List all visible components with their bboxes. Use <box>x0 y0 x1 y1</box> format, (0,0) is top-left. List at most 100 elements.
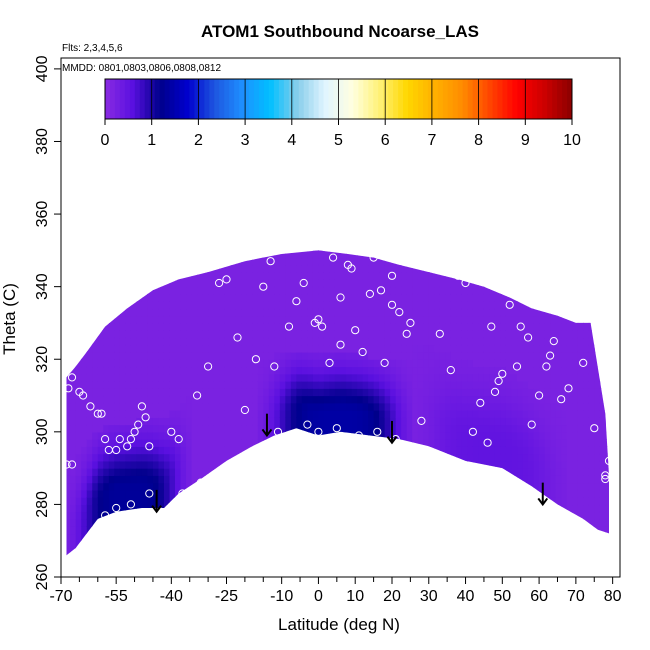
heatmap-cell <box>517 272 524 280</box>
heatmap-cell <box>539 555 545 563</box>
heatmap-cell <box>213 381 220 389</box>
heatmap-cell <box>108 475 115 484</box>
heatmap-cell <box>544 468 551 476</box>
heatmap-cell <box>379 337 386 346</box>
heatmap-cell <box>114 424 121 433</box>
heatmap-cell <box>461 468 468 476</box>
heatmap-cell <box>494 351 502 360</box>
heatmap-cell <box>434 446 441 455</box>
heatmap-cell <box>439 264 446 273</box>
heatmap-cell <box>103 344 110 353</box>
heatmap-cell <box>169 526 176 535</box>
heatmap-cell <box>312 279 320 288</box>
heatmap-cell <box>445 359 452 368</box>
heatmap-cell <box>566 446 573 455</box>
heatmap-cell <box>511 475 518 484</box>
heatmap-cell <box>379 431 386 440</box>
heatmap-cell <box>219 359 226 368</box>
heatmap-cell <box>539 475 546 484</box>
heatmap-cell <box>241 511 248 520</box>
heatmap-cell <box>108 482 115 491</box>
heatmap-cell <box>296 482 303 491</box>
heatmap-cell <box>461 497 468 506</box>
heatmap-cell <box>191 359 198 368</box>
heatmap-cell <box>136 250 143 259</box>
heatmap-cell <box>483 518 491 527</box>
heatmap-cell <box>290 417 297 426</box>
heatmap-cell <box>505 366 513 375</box>
heatmap-cell <box>489 279 496 288</box>
heatmap-cell <box>191 373 198 382</box>
heatmap-cell <box>158 293 165 302</box>
heatmap-cell <box>599 482 606 491</box>
heatmap-cell <box>544 272 551 280</box>
heatmap-cell <box>301 308 308 317</box>
colorbar-segment <box>323 79 330 119</box>
heatmap-cell <box>119 446 126 455</box>
heatmap-cell <box>108 315 115 324</box>
heatmap-cell <box>114 547 121 556</box>
heatmap-cell <box>583 344 590 353</box>
heatmap-cell <box>390 475 397 484</box>
heatmap-cell <box>450 504 457 513</box>
observation-point <box>112 503 121 513</box>
heatmap-cell <box>257 359 264 368</box>
heatmap-cell <box>268 330 275 339</box>
heatmap-cell <box>368 366 375 375</box>
heatmap-cell <box>583 482 590 491</box>
heatmap-cell <box>252 402 259 411</box>
heatmap-cell <box>500 388 507 397</box>
heatmap-cell <box>340 388 347 397</box>
heatmap-cell <box>577 250 584 251</box>
heatmap-cell <box>158 475 165 484</box>
heatmap-cell <box>483 351 491 360</box>
heatmap-cell <box>141 402 149 411</box>
heatmap-cell <box>434 301 441 310</box>
heatmap-cell <box>384 250 391 259</box>
heatmap-cell <box>428 359 435 368</box>
heatmap-cell <box>450 337 457 346</box>
heatmap-cell <box>235 308 242 317</box>
heatmap-cell <box>86 482 93 491</box>
heatmap-cell <box>66 417 71 426</box>
heatmap-cell <box>279 388 286 397</box>
heatmap-cell <box>307 417 314 426</box>
heatmap-cell <box>539 395 546 404</box>
heatmap-cell <box>175 468 182 476</box>
heatmap-cell <box>263 301 270 310</box>
heatmap-cell <box>517 315 524 324</box>
heatmap-cell <box>572 468 579 476</box>
heatmap-cell <box>119 453 126 462</box>
heatmap-cell <box>357 351 364 360</box>
heatmap-cell <box>241 446 248 455</box>
heatmap-cell <box>428 446 435 455</box>
heatmap-cell <box>70 337 77 346</box>
heatmap-cell <box>483 417 491 426</box>
colorbar-segment <box>462 79 469 119</box>
heatmap-cell <box>70 388 77 397</box>
heatmap-cell <box>268 431 275 440</box>
heatmap-cell <box>125 511 132 520</box>
heatmap-cell <box>301 395 308 404</box>
heatmap-cell <box>550 511 557 520</box>
heatmap-cell <box>494 301 502 310</box>
y-axis-label: Theta (C) <box>0 283 19 355</box>
heatmap-cell <box>241 264 248 273</box>
heatmap-cell <box>334 497 342 506</box>
heatmap-cell <box>312 322 320 331</box>
heatmap-cell <box>152 308 160 317</box>
heatmap-cell <box>445 431 452 440</box>
heatmap-cell <box>268 264 275 273</box>
heatmap-cell <box>279 533 286 542</box>
heatmap-cell <box>450 540 457 549</box>
heatmap-cell <box>130 351 137 360</box>
heatmap-cell <box>252 410 259 418</box>
heatmap-cell <box>219 482 226 491</box>
heatmap-cell <box>533 431 540 440</box>
heatmap-cell <box>412 526 419 535</box>
heatmap-cell <box>577 344 584 353</box>
heatmap-cell <box>439 301 446 310</box>
heatmap-cell <box>555 540 562 549</box>
observation-point <box>101 511 110 520</box>
